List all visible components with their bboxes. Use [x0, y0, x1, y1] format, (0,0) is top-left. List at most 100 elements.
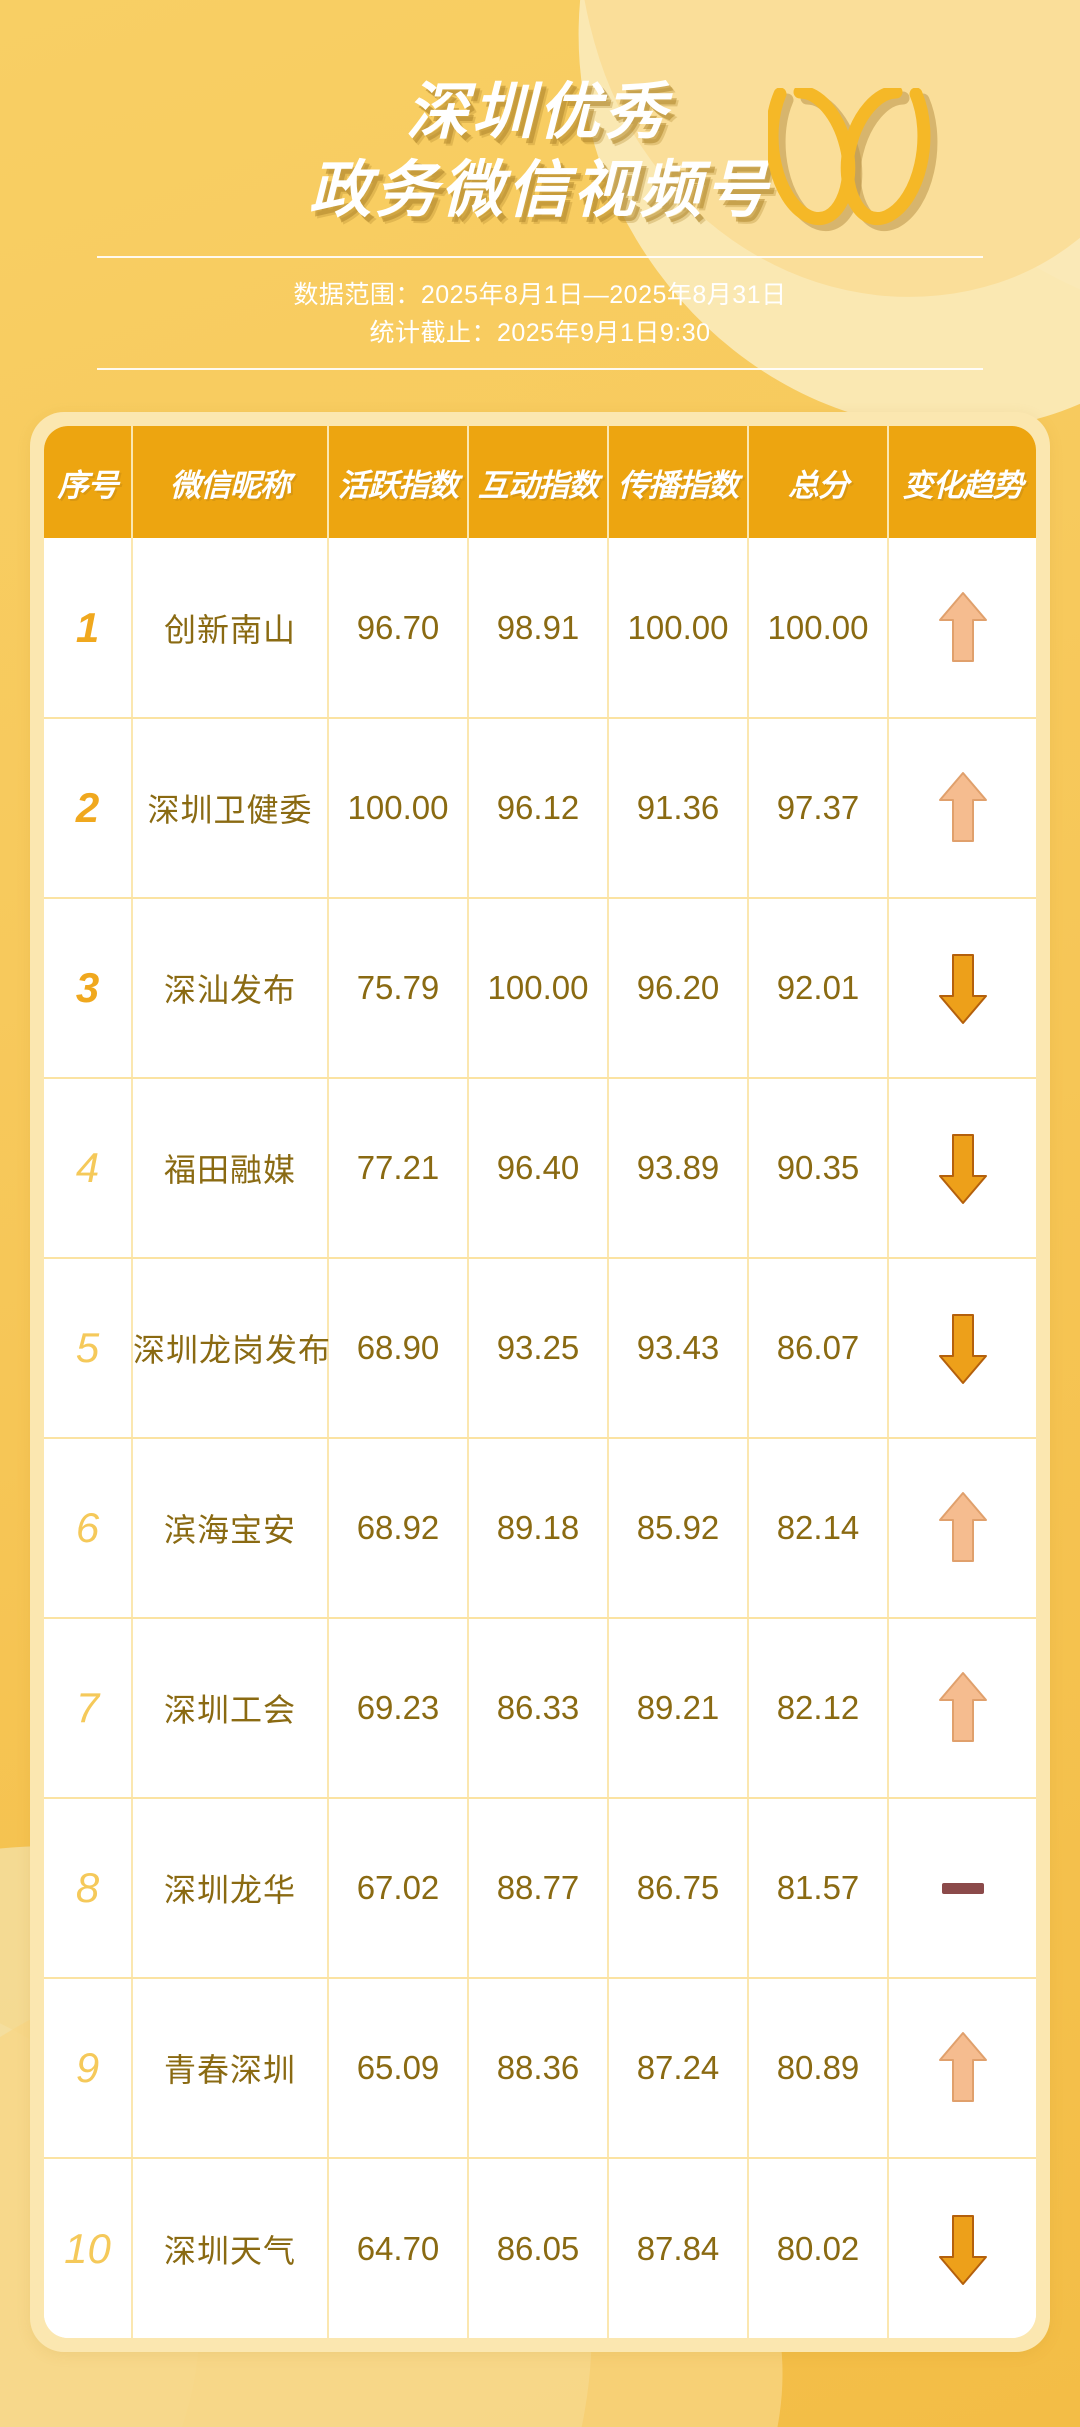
cell-rank: 3 — [75, 964, 100, 1011]
cell-active: 68.92 — [356, 1509, 440, 1546]
column-header-trend: 变化趋势 — [888, 426, 1036, 538]
cell-active: 77.21 — [356, 1149, 440, 1186]
cell-rank: 6 — [75, 1504, 100, 1551]
table-row: 5 深圳龙岗发布 68.90 93.25 93.43 86.07 — [44, 1258, 1036, 1439]
trend-down-icon — [938, 1134, 987, 1204]
title-line-1: 深圳优秀 — [405, 78, 670, 147]
cell-total: 80.02 — [776, 2229, 860, 2267]
table-row: 10 深圳天气 64.70 86.05 87.84 80.02 — [44, 2158, 1036, 2338]
cell-rank: 2 — [75, 784, 100, 831]
cell-trend — [888, 538, 1036, 719]
cell-rank: 9 — [75, 2044, 100, 2091]
cell-interact: 96.40 — [496, 1149, 580, 1186]
cell-total: 90.35 — [776, 1149, 860, 1186]
cell-spread: 96.20 — [636, 969, 720, 1006]
cell-rank: 10 — [64, 2224, 111, 2272]
trend-down-icon — [938, 2214, 987, 2285]
cell-active: 100.00 — [347, 789, 449, 826]
cell-nickname: 深圳龙华 — [163, 1872, 296, 1908]
cell-spread: 93.43 — [636, 1329, 720, 1366]
cell-spread: 86.75 — [636, 1869, 720, 1906]
cell-interact: 89.18 — [496, 1509, 580, 1546]
cell-nickname: 深圳工会 — [163, 1692, 296, 1728]
table-row: 7 深圳工会 69.23 86.33 89.21 82.12 — [44, 1618, 1036, 1799]
cell-nickname: 深圳龙岗发布 — [133, 1332, 332, 1368]
column-header-interact: 互动指数 — [468, 426, 609, 538]
cell-total: 92.01 — [776, 969, 860, 1006]
cell-interact: 88.36 — [496, 2049, 580, 2086]
cell-nickname: 创新南山 — [163, 611, 296, 648]
cell-trend — [888, 2158, 1036, 2338]
cell-interact: 86.05 — [496, 2229, 580, 2267]
table-row: 1 创新南山 96.70 98.91 100.00 100.00 — [44, 538, 1036, 719]
cell-interact: 98.91 — [496, 608, 580, 646]
column-header-active: 活跃指数 — [328, 426, 469, 538]
cell-total: 82.12 — [776, 1689, 860, 1726]
cell-trend — [888, 718, 1036, 899]
column-header-total: 总分 — [748, 426, 889, 538]
cell-nickname: 深圳天气 — [163, 2232, 296, 2269]
cell-rank: 1 — [75, 603, 100, 651]
cell-interact: 88.77 — [496, 1869, 580, 1906]
ranking-card: 序号 微信昵称 活跃指数 互动指数 传播指数 总分 变化趋势 1 创新南山 96.70 98.91… — [30, 412, 1050, 2352]
cell-trend — [888, 1978, 1036, 2159]
page-title: 深圳优秀 政务微信视频号 — [309, 78, 771, 226]
cell-spread: 87.24 — [636, 2049, 720, 2086]
meta-block: 数据范围：2025年8月1日—2025年8月31日 统计截止：2025年9月1日… — [97, 256, 983, 370]
cell-rank: 7 — [75, 1684, 100, 1731]
cell-spread: 100.00 — [627, 608, 729, 646]
cell-nickname: 福田融媒 — [163, 1152, 296, 1188]
cell-active: 69.23 — [356, 1689, 440, 1726]
trend-up-icon — [938, 1672, 987, 1742]
trend-flat-icon — [941, 1883, 984, 1894]
cell-active: 65.09 — [356, 2049, 440, 2086]
trend-down-icon — [938, 1314, 987, 1384]
trend-down-icon — [938, 954, 987, 1024]
table-row: 4 福田融媒 77.21 96.40 93.89 90.35 — [44, 1078, 1036, 1259]
meta-cutoff: 统计截止：2025年9月1日9:30 — [369, 319, 711, 347]
table-head: 序号 微信昵称 活跃指数 互动指数 传播指数 总分 变化趋势 — [44, 426, 1036, 538]
cell-trend — [888, 1258, 1036, 1439]
cell-nickname: 滨海宝安 — [163, 1512, 296, 1548]
title-line-2: 政务微信视频号 — [308, 156, 771, 225]
cell-spread: 91.36 — [636, 789, 720, 826]
trend-up-icon — [938, 772, 987, 842]
trend-up-icon — [938, 2032, 987, 2102]
cell-nickname: 深圳卫健委 — [147, 792, 313, 828]
cell-nickname: 深汕发布 — [163, 972, 296, 1008]
table-row: 3 深汕发布 75.79 100.00 96.20 92.01 — [44, 898, 1036, 1079]
column-header-nick: 微信昵称 — [132, 426, 329, 538]
cell-spread: 93.89 — [636, 1149, 720, 1186]
cell-trend — [888, 898, 1036, 1079]
cell-interact: 100.00 — [487, 969, 589, 1006]
column-header-rank: 序号 — [44, 426, 133, 538]
title-row: 深圳优秀 政务微信视频号 — [0, 78, 1080, 231]
cell-total: 100.00 — [767, 608, 869, 646]
cell-rank: 4 — [75, 1144, 100, 1191]
table-body: 1 创新南山 96.70 98.91 100.00 100.00 2 深圳卫健委 100.00 9… — [44, 538, 1036, 2338]
meta-data-range: 数据范围：2025年8月1日—2025年8月31日 — [293, 281, 787, 309]
ranking-table: 序号 微信昵称 活跃指数 互动指数 传播指数 总分 变化趋势 1 创新南山 96.70 98.91… — [44, 426, 1036, 2338]
table-header-row: 序号 微信昵称 活跃指数 互动指数 传播指数 总分 变化趋势 — [44, 426, 1036, 538]
trend-up-icon — [938, 1492, 987, 1562]
cell-nickname: 青春深圳 — [163, 2052, 296, 2088]
trend-up-icon — [938, 591, 987, 662]
cell-interact: 96.12 — [496, 789, 580, 826]
cell-interact: 93.25 — [496, 1329, 580, 1366]
column-header-spread: 传播指数 — [608, 426, 749, 538]
cell-trend — [888, 1078, 1036, 1259]
cell-total: 81.57 — [776, 1869, 860, 1906]
cell-trend — [888, 1618, 1036, 1799]
cell-spread: 87.84 — [636, 2229, 720, 2267]
cell-active: 68.90 — [356, 1329, 440, 1366]
cell-active: 96.70 — [356, 608, 440, 646]
poster-header: 深圳优秀 政务微信视频号 数据范围：2025年8月1日—2025年8月31日 统… — [0, 0, 1080, 370]
cell-interact: 86.33 — [496, 1689, 580, 1726]
table-row: 6 滨海宝安 68.92 89.18 85.92 82.14 — [44, 1438, 1036, 1619]
wechat-channels-logo — [768, 88, 938, 231]
cell-total: 86.07 — [776, 1329, 860, 1366]
cell-total: 97.37 — [776, 789, 860, 826]
cell-trend — [888, 1798, 1036, 1979]
cell-active: 75.79 — [356, 969, 440, 1006]
